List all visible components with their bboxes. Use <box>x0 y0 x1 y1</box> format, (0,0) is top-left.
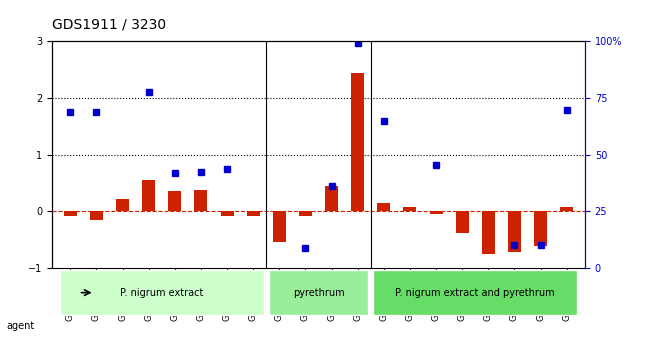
FancyBboxPatch shape <box>60 270 264 315</box>
Bar <box>430 211 443 214</box>
Bar <box>351 72 364 211</box>
Text: P. nigrum extract: P. nigrum extract <box>120 288 203 298</box>
Bar <box>325 186 338 211</box>
Text: GDS1911 / 3230: GDS1911 / 3230 <box>52 17 166 31</box>
Bar <box>482 211 495 254</box>
Text: agent: agent <box>6 321 34 331</box>
Bar <box>90 211 103 220</box>
Bar <box>534 211 547 246</box>
Bar <box>168 191 181 211</box>
Bar <box>299 211 312 216</box>
Bar <box>273 211 286 243</box>
FancyBboxPatch shape <box>373 270 577 315</box>
Bar <box>456 211 469 233</box>
Text: pyrethrum: pyrethrum <box>292 288 344 298</box>
Bar <box>220 211 233 216</box>
Bar <box>377 203 391 211</box>
Bar <box>508 211 521 252</box>
Bar <box>404 207 417 211</box>
Bar <box>194 190 207 211</box>
Bar <box>246 211 260 216</box>
Bar <box>142 180 155 211</box>
FancyBboxPatch shape <box>269 270 368 315</box>
Bar <box>116 199 129 211</box>
Bar <box>560 207 573 211</box>
Bar <box>64 211 77 216</box>
Text: P. nigrum extract and pyrethrum: P. nigrum extract and pyrethrum <box>395 288 555 298</box>
